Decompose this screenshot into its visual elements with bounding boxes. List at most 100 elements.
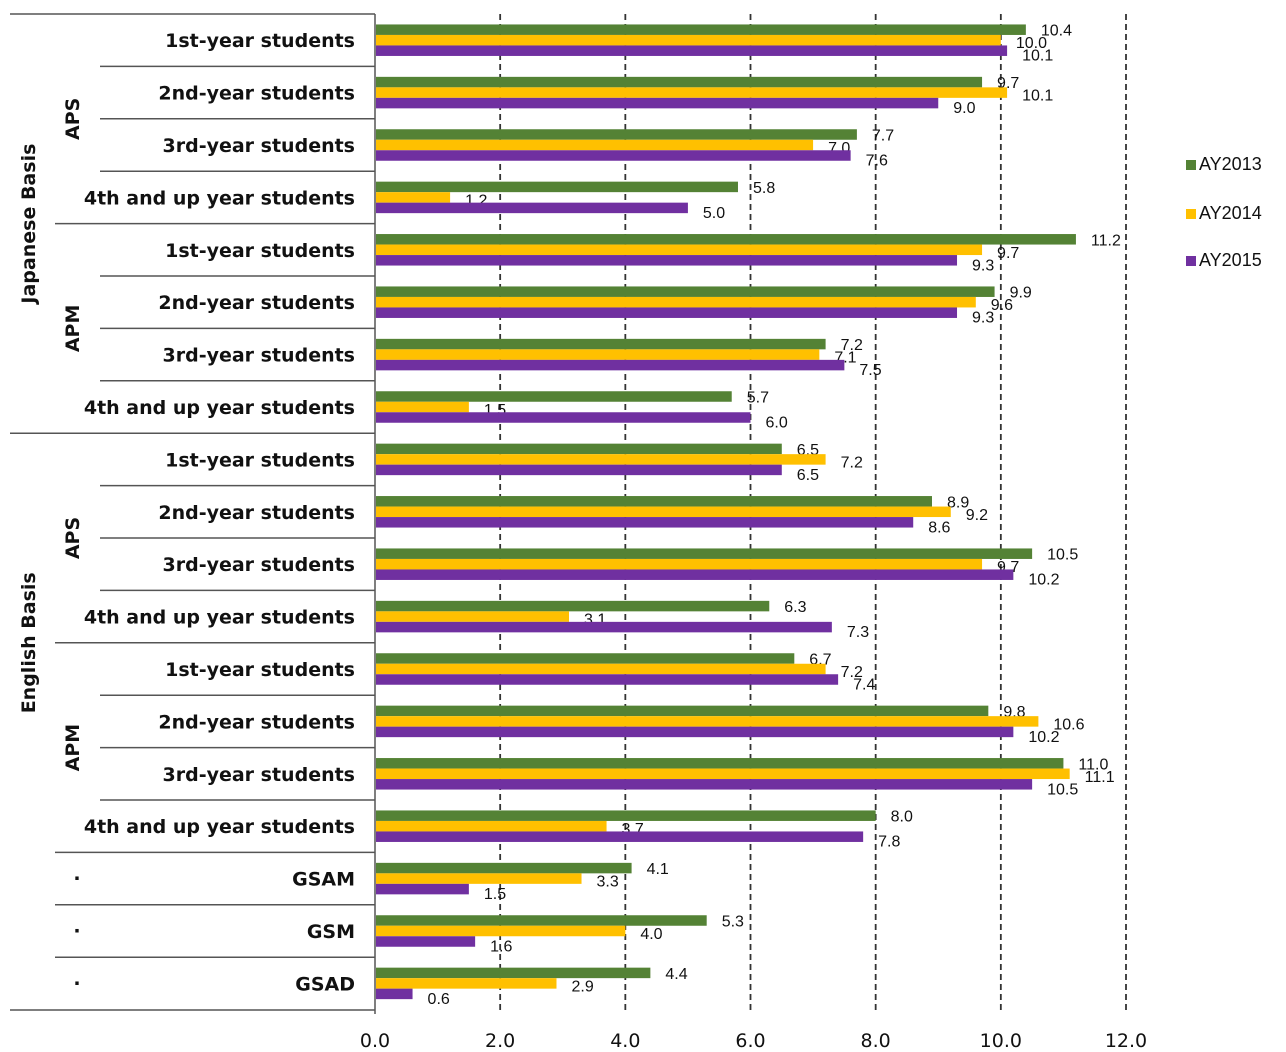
basis-group-label: English Basis (18, 572, 40, 713)
value-label: 6.5 (797, 467, 819, 484)
category-label: 1st-year students (165, 659, 355, 681)
bar-ay2013 (376, 443, 782, 455)
bar-ay2013 (376, 967, 651, 979)
legend-swatch (1186, 160, 1196, 170)
value-label: 7.2 (841, 664, 863, 681)
value-label: 8.9 (947, 494, 969, 511)
bar-ay2013 (376, 653, 795, 664)
bar-ay2014 (376, 716, 1039, 727)
x-tick-label: 4.0 (610, 1030, 640, 1052)
x-tick-label: 6.0 (735, 1030, 765, 1052)
value-label: 11.2 (1091, 232, 1121, 249)
bar-ay2015 (376, 464, 782, 476)
category-label: 1st-year students (165, 449, 355, 471)
category-label: 3rd-year students (163, 135, 355, 157)
category-label: 2nd-year students (158, 711, 355, 733)
legend-label: AY2015 (1199, 250, 1262, 270)
value-label: 10.1 (1022, 48, 1053, 65)
bar-ay2015 (376, 150, 851, 161)
value-label: 10.5 (1047, 781, 1078, 798)
program-group-label: APS (62, 517, 84, 559)
bar-ay2014 (376, 611, 570, 622)
bar-ay2015 (376, 255, 958, 266)
program-group-label: APM (62, 724, 84, 772)
x-tick-label: 8.0 (861, 1030, 891, 1052)
bar-ay2015 (376, 936, 476, 947)
bar-ay2013 (376, 915, 707, 926)
bar-ay2014 (376, 925, 626, 937)
category-label: 4th and up year students (84, 607, 355, 629)
value-label: 5.7 (747, 390, 769, 407)
bar-ay2014 (376, 244, 983, 256)
group-dot: · (73, 868, 80, 890)
bar-ay2014 (376, 768, 1070, 780)
bar-ay2015 (376, 883, 469, 895)
bar-ay2014 (376, 296, 976, 308)
bar-ay2014 (376, 87, 1008, 98)
bar-ay2014 (376, 34, 1001, 46)
value-label: 5.0 (703, 205, 725, 222)
bar-ay2013 (376, 76, 983, 88)
value-label: 10.0 (1016, 35, 1047, 52)
bar-ay2015 (376, 412, 751, 423)
value-label: 11.1 (1085, 769, 1115, 786)
value-label: 7.3 (847, 624, 869, 641)
bar-ay2014 (376, 401, 469, 413)
x-tick-label: 12.0 (1105, 1030, 1147, 1052)
value-label: 10.2 (1028, 572, 1059, 589)
bar-ay2015 (376, 779, 1033, 790)
legend-swatch (1186, 209, 1196, 219)
value-label: 6.0 (766, 415, 788, 432)
bar-ay2014 (376, 139, 814, 151)
category-label: 2nd-year students (158, 292, 355, 314)
basis-group-label: Japanese Basis (18, 144, 40, 306)
value-label: 7.7 (872, 128, 894, 145)
legend-swatch (1186, 256, 1196, 266)
category-label: GSAM (292, 869, 355, 891)
bar-ay2013 (376, 496, 932, 507)
category-label: 4th and up year students (84, 816, 355, 838)
value-label: 10.1 (1022, 88, 1053, 105)
category-label: 3rd-year students (163, 764, 355, 786)
bar-ay2013 (376, 391, 732, 402)
value-label: 9.3 (972, 310, 994, 327)
category-label: 3rd-year students (163, 554, 355, 576)
x-tick-label: 2.0 (485, 1030, 515, 1052)
category-label: 1st-year students (165, 240, 355, 262)
value-label: 7.2 (841, 337, 863, 354)
bar-ay2015 (376, 831, 864, 842)
bar-ay2015 (376, 569, 1014, 580)
x-tick-label: 0.0 (360, 1030, 390, 1052)
bar-ay2013 (376, 548, 1033, 559)
category-label: 2nd-year students (158, 83, 355, 105)
bar-ay2015 (376, 674, 839, 685)
x-tick-label: 10.0 (980, 1030, 1022, 1052)
value-label: 10.5 (1047, 547, 1078, 564)
value-label: 7.6 (866, 153, 888, 170)
bar-ay2015 (376, 988, 413, 1000)
value-label: 5.8 (753, 180, 775, 197)
value-label: 8.6 (928, 519, 950, 536)
value-label: 10.4 (1041, 23, 1072, 40)
value-label: 9.2 (966, 507, 988, 524)
value-label: 7.8 (878, 834, 900, 851)
bar-ay2013 (376, 286, 995, 297)
bar-ay2013 (376, 181, 738, 193)
bar-ay2015 (376, 726, 1014, 738)
bar-ay2015 (376, 202, 688, 214)
bar-ay2013 (376, 24, 1026, 35)
value-label: 9.6 (991, 297, 1013, 314)
category-label: 2nd-year students (158, 502, 355, 524)
group-dot: · (73, 920, 80, 942)
value-label: 9.3 (972, 257, 994, 274)
bar-ay2013 (376, 600, 770, 612)
bar-ay2013 (376, 810, 876, 821)
bar-ay2015 (376, 621, 832, 633)
legend-label: AY2013 (1199, 154, 1262, 174)
value-label: 9.0 (953, 100, 975, 117)
bar-ay2013 (376, 338, 826, 350)
value-label: 2.9 (571, 978, 593, 995)
category-label: GSM (307, 921, 355, 943)
bar-ay2014 (376, 506, 951, 518)
